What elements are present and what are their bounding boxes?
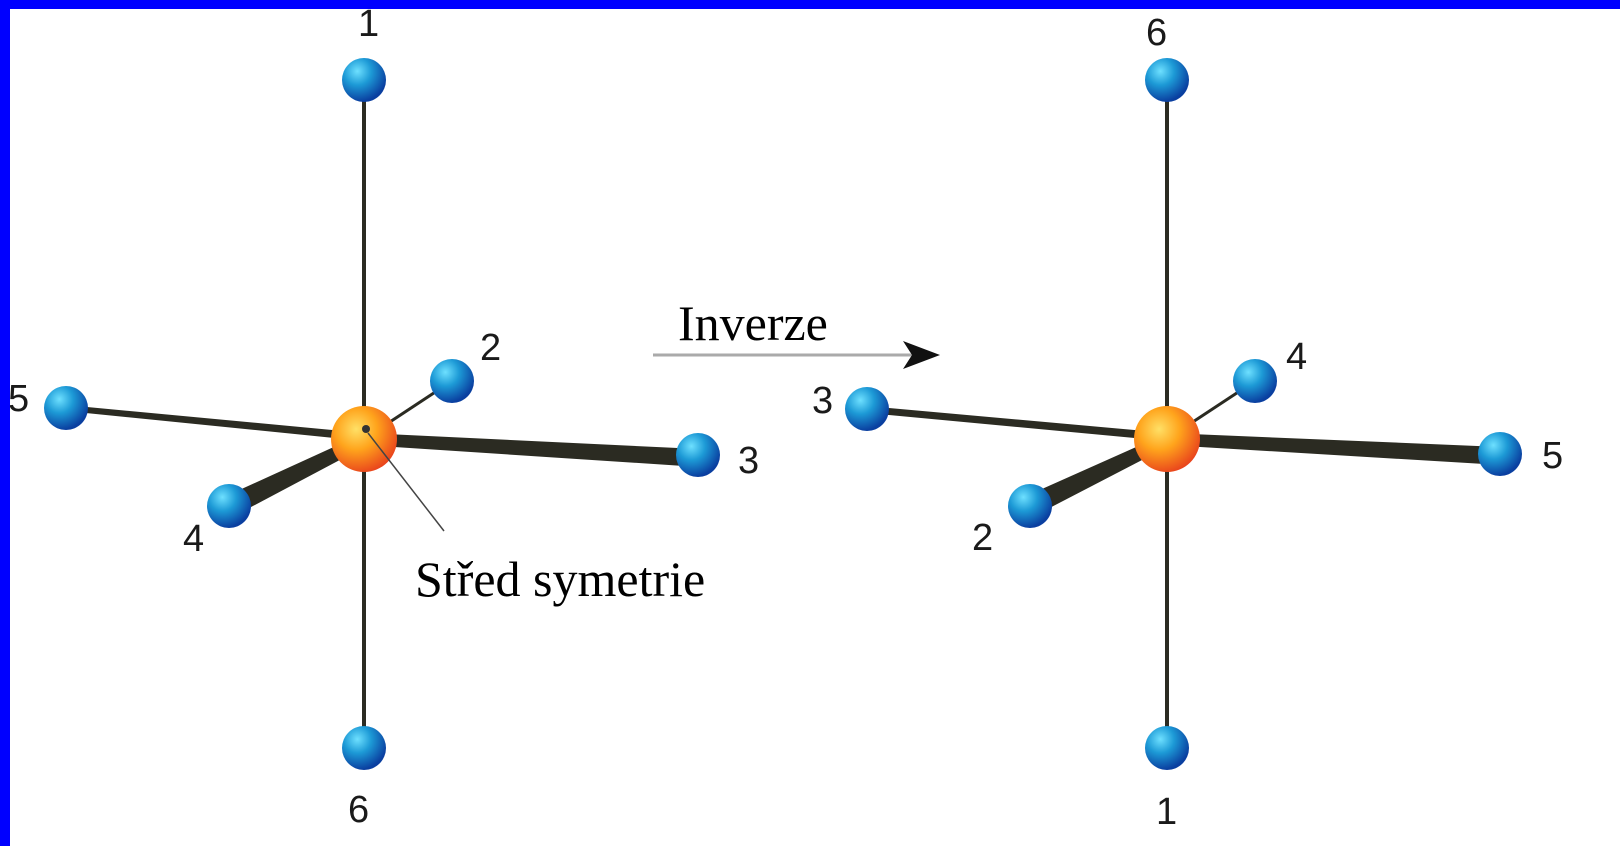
central-atom bbox=[331, 406, 397, 472]
arrow-head bbox=[903, 341, 940, 369]
inversion-arrow: Inverze bbox=[653, 295, 940, 369]
ligand-atom-left bbox=[845, 387, 889, 431]
inversion-diagram: 1 2 5 3 4 6 Střed symetrie Inverze bbox=[10, 9, 1563, 833]
bond-right bbox=[1167, 433, 1501, 465]
ligand-atom-bottom bbox=[1145, 726, 1189, 770]
ligand-atom-back bbox=[430, 359, 474, 403]
label-right: 5 bbox=[1542, 435, 1563, 477]
central-atom bbox=[1134, 406, 1200, 472]
label-back: 4 bbox=[1286, 336, 1307, 378]
label-left: 5 bbox=[10, 378, 29, 420]
ligand-atom-top bbox=[342, 58, 386, 102]
ligand-atom-top bbox=[1145, 58, 1189, 102]
ligand-atom-right bbox=[676, 433, 720, 477]
ligand-atom-bottom bbox=[342, 726, 386, 770]
bond-front bbox=[1024, 435, 1171, 515]
left-molecule: 1 2 5 3 4 6 Střed symetrie bbox=[10, 9, 759, 831]
center-pointer-line bbox=[367, 432, 445, 532]
label-front: 2 bbox=[972, 517, 993, 559]
ligand-atom-right bbox=[1478, 432, 1522, 476]
label-back: 2 bbox=[480, 327, 501, 369]
label-top: 6 bbox=[1146, 12, 1167, 54]
bond-left bbox=[867, 406, 1167, 441]
label-top: 1 bbox=[358, 9, 379, 45]
bond-front bbox=[224, 435, 368, 515]
label-front: 4 bbox=[183, 518, 204, 560]
bond-left bbox=[66, 405, 364, 441]
ligand-atom-left bbox=[44, 386, 88, 430]
diagram-canvas: 1 2 5 3 4 6 Střed symetrie Inverze bbox=[10, 9, 1620, 846]
symmetry-center-dot bbox=[362, 425, 370, 433]
right-molecule: 6 4 3 5 2 1 bbox=[812, 12, 1563, 833]
label-right: 3 bbox=[738, 440, 759, 482]
operation-label: Inverze bbox=[678, 295, 828, 351]
ligand-atom-front bbox=[207, 484, 251, 528]
ligand-atom-back bbox=[1233, 359, 1277, 403]
label-bottom: 6 bbox=[348, 789, 369, 831]
label-bottom: 1 bbox=[1156, 791, 1177, 833]
label-left: 3 bbox=[812, 380, 833, 422]
center-label: Střed symetrie bbox=[415, 551, 705, 607]
bond-right bbox=[364, 433, 699, 467]
ligand-atom-front bbox=[1008, 484, 1052, 528]
